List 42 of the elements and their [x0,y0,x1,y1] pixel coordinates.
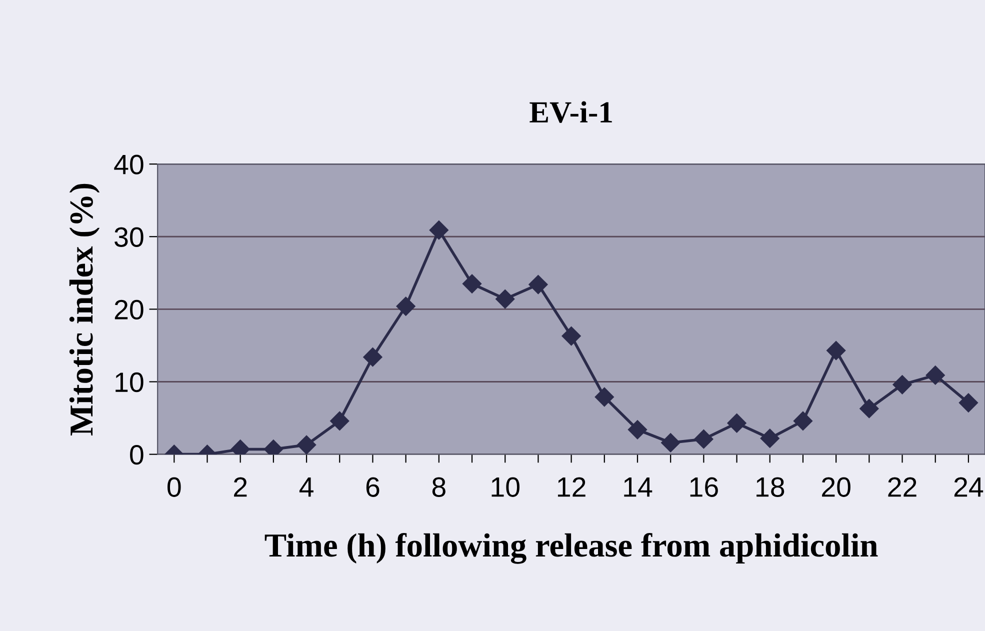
x-tick-label: 12 [558,477,586,497]
point [562,326,581,346]
point [826,341,846,360]
point [892,375,912,394]
y-tick-label: 20 [114,300,144,320]
point [926,366,945,385]
y-axis-title: Mitotic index (%) [69,184,100,436]
y-tick-label: 40 [114,154,144,174]
x-tick-label: 6 [366,477,380,497]
x-tick-label: 24 [954,477,984,497]
x-axis-title: Time (h) following release from aphidicolin [264,532,878,564]
y-tick-label: 30 [114,227,144,247]
x-tick-label: 0 [168,477,181,497]
point [958,393,978,412]
point [594,387,614,407]
point [727,414,746,433]
point [628,420,648,440]
x-tick-label: 2 [234,477,247,497]
chart-title: EV-i-1 [530,101,612,123]
point [429,220,448,240]
y-tick-label: 0 [130,444,144,465]
x-tick-label: 14 [624,478,652,497]
point [396,296,416,316]
x-tick-label: 16 [690,477,718,497]
y-tick-label: 10 [116,372,144,392]
point [694,430,714,449]
point [793,411,813,430]
point [496,289,515,309]
point [860,399,879,418]
x-tick-label: 18 [756,477,784,497]
point [330,411,350,430]
x-tick-label: 10 [492,477,520,497]
point [363,348,382,367]
x-tick-label: 20 [822,477,850,497]
point [760,428,780,448]
x-tick-label: 22 [888,477,916,497]
x-tick-label: 4 [299,478,314,497]
point [462,274,482,294]
point [661,433,680,452]
point [528,274,548,294]
x-tick-label: 8 [432,477,446,497]
point [297,435,316,454]
